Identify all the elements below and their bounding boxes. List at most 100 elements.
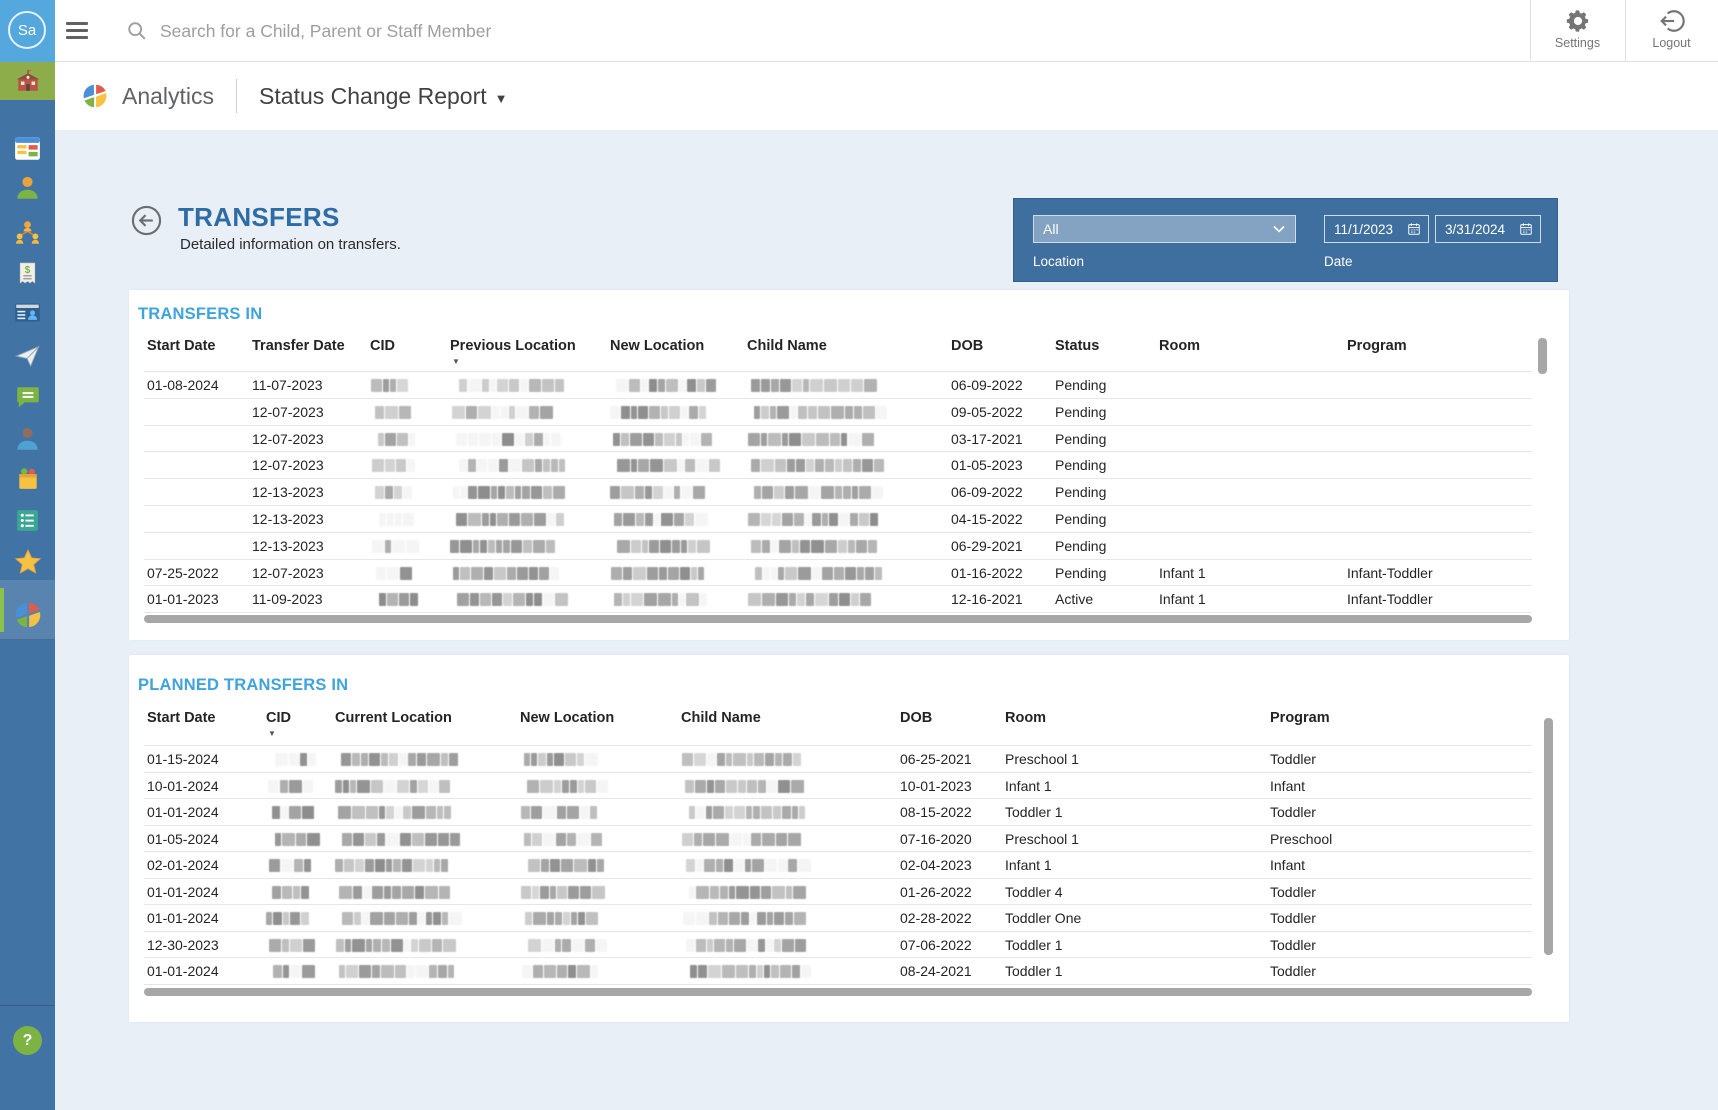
sidebar-item-dashboard[interactable] <box>0 129 55 167</box>
table-header-row: Start Date Transfer Date CID Previous Locat… <box>144 338 1532 362</box>
sidebar-item-checklists[interactable] <box>0 501 55 539</box>
sidebar-item-school[interactable] <box>0 62 55 100</box>
table-cell: 01-05-2024 <box>147 826 257 852</box>
sidebar-item-messages[interactable] <box>0 378 55 416</box>
vertical-scrollbar[interactable] <box>1544 718 1553 955</box>
menu-icon[interactable] <box>66 22 88 40</box>
global-search <box>126 14 826 48</box>
redacted-value <box>269 938 316 952</box>
table-cell: Pending <box>1055 452 1153 478</box>
column-header[interactable]: Child Name <box>747 338 827 354</box>
column-header[interactable]: Current Location <box>335 710 452 726</box>
redacted-value <box>613 432 713 446</box>
column-header[interactable]: Room <box>1159 338 1200 354</box>
sidebar-item-analytics[interactable] <box>0 596 55 634</box>
table-body: 01-15-202406-25-2021Preschool 1Toddler10… <box>144 745 1532 985</box>
column-header[interactable]: Program <box>1270 710 1330 726</box>
redacted-value <box>524 832 603 846</box>
column-header[interactable]: DOB <box>951 338 983 354</box>
column-header[interactable]: New Location <box>610 338 704 354</box>
column-header[interactable]: Transfer Date <box>252 338 345 354</box>
search-icon <box>126 20 148 42</box>
vertical-scrollbar[interactable] <box>1538 338 1547 374</box>
table-cell: Pending <box>1055 426 1153 452</box>
sidebar-item-favorites[interactable] <box>0 543 55 581</box>
sidebar-item-contacts[interactable] <box>0 293 55 331</box>
horizontal-scrollbar[interactable] <box>144 988 1532 996</box>
table-cell: Toddler <box>1270 879 1470 905</box>
table-cell: Infant 1 <box>1005 852 1261 878</box>
redacted-value <box>614 593 708 607</box>
column-header[interactable]: Status <box>1055 338 1099 354</box>
redacted-value <box>336 938 457 952</box>
settings-label: Settings <box>1530 36 1625 50</box>
help-button[interactable]: ? <box>13 1026 42 1055</box>
redacted-value <box>452 405 554 419</box>
date-end-input[interactable]: 3/31/2024 <box>1435 215 1541 243</box>
sidebar-item-staff[interactable] <box>0 168 55 206</box>
redacted-value <box>614 512 709 526</box>
sidebar-item-meals[interactable] <box>0 459 55 497</box>
sidebar-item-billing[interactable]: $ <box>0 254 55 292</box>
person-blue-icon <box>14 425 41 452</box>
table-cell: 04-15-2022 <box>951 506 1049 532</box>
table-cell: Pending <box>1055 372 1153 398</box>
table-header-row: Start Date CID▼ Current Location New Locati… <box>144 710 1532 734</box>
logout-button[interactable]: Logout <box>1625 0 1718 62</box>
receipt-icon: $ <box>15 261 40 286</box>
redacted-value <box>457 593 569 607</box>
search-input[interactable] <box>160 21 760 42</box>
table-cell: Pending <box>1055 399 1153 425</box>
date-end-value: 3/31/2024 <box>1445 222 1519 237</box>
avatar[interactable]: Sa <box>0 0 55 62</box>
redacted-value <box>521 885 606 899</box>
settings-button[interactable]: Settings <box>1530 0 1625 62</box>
column-header[interactable]: Start Date <box>147 338 216 354</box>
redacted-value <box>339 885 451 899</box>
location-label: Location <box>1033 254 1084 269</box>
table-row: 12-07-202309-05-2022Pending <box>144 399 1532 426</box>
table-row: 01-08-202411-07-202306-09-2022Pending <box>144 372 1532 399</box>
redacted-value <box>748 593 872 607</box>
sidebar-item-send[interactable] <box>0 336 55 374</box>
divider <box>0 1005 55 1006</box>
column-header[interactable]: CID <box>370 338 395 354</box>
table-cell: 01-08-2024 <box>147 372 247 398</box>
horizontal-scrollbar[interactable] <box>144 615 1532 623</box>
redacted-value <box>375 486 413 500</box>
table-cell: 01-05-2023 <box>951 452 1049 478</box>
column-header[interactable]: Start Date <box>147 710 216 726</box>
column-header[interactable]: Child Name <box>681 710 761 726</box>
column-header[interactable]: Room <box>1005 710 1046 726</box>
redacted-value <box>522 965 599 979</box>
redacted-value <box>610 486 706 500</box>
column-header[interactable]: CID▼ <box>266 710 291 726</box>
redacted-value <box>375 405 412 419</box>
table-cell: Toddler <box>1270 799 1470 825</box>
chevron-down-icon: ▼ <box>495 87 508 106</box>
location-dropdown[interactable]: All <box>1033 215 1296 243</box>
redacted-value <box>748 432 875 446</box>
date-start-input[interactable]: 11/1/2023 <box>1324 215 1429 243</box>
redacted-value <box>456 512 565 526</box>
report-selector[interactable]: Status Change Report ▼ <box>259 83 507 110</box>
table-cell: 12-07-2023 <box>252 426 364 452</box>
back-button[interactable] <box>131 205 162 236</box>
column-header[interactable]: Program <box>1347 338 1407 354</box>
column-header[interactable]: Previous Location▼ <box>450 338 576 354</box>
sort-descending-icon: ▼ <box>268 729 276 738</box>
redacted-value <box>342 832 461 846</box>
table-cell: 12-07-2023 <box>252 560 364 586</box>
calendar-icon <box>1407 222 1421 236</box>
table-cell: Infant <box>1270 852 1470 878</box>
redacted-value <box>268 779 314 793</box>
app-root: Sa Settings Logout Analytics <box>0 0 1718 1110</box>
redacted-value <box>682 753 802 767</box>
column-header[interactable]: New Location <box>520 710 614 726</box>
column-header[interactable]: DOB <box>900 710 932 726</box>
redacted-value <box>528 859 605 873</box>
table-cell: 06-25-2021 <box>900 746 996 772</box>
sidebar-item-parents[interactable] <box>0 419 55 457</box>
sidebar-item-family[interactable] <box>0 213 55 251</box>
table-cell: Infant-Toddler <box>1347 586 1532 612</box>
